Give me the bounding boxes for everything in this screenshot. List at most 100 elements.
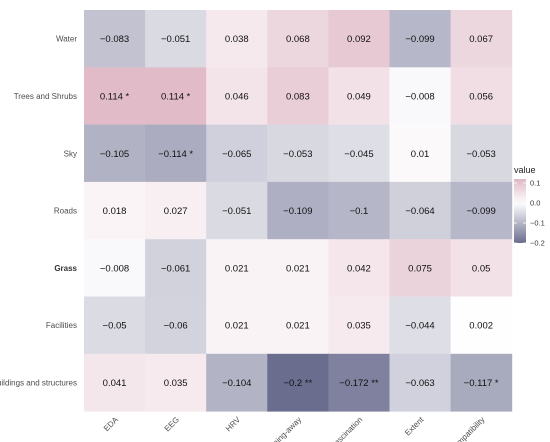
- heatmap-cell: [389, 124, 452, 183]
- cell-value-label: 0.035: [347, 321, 371, 332]
- cell-value-label: 0.056: [469, 91, 493, 102]
- legend-ticks: 0.1 0.0 −0.1 −0.2: [514, 179, 545, 248]
- heatmap-cell: [84, 10, 146, 68]
- cell-value-label: 0.114 *: [161, 91, 191, 102]
- heatmap-cell: [145, 124, 207, 183]
- heatmap-cell: [267, 67, 329, 126]
- heatmap-cell: [145, 239, 207, 297]
- row-label: Facilities: [46, 321, 77, 330]
- heatmap-cell: [328, 181, 390, 240]
- cell-value-label: 0.049: [347, 91, 371, 102]
- cell-value-label: −0.051: [161, 34, 190, 45]
- heatmap-cell: [389, 296, 452, 355]
- cell-value-label: −0.008: [405, 91, 434, 102]
- cell-value-label: 0.021: [225, 321, 249, 332]
- heatmap-cell: [389, 181, 452, 240]
- cell-value-label: 0.092: [347, 34, 371, 45]
- cell-value-label: −0.104: [222, 378, 251, 389]
- heatmap-cell: [389, 67, 452, 126]
- row-label: Grass: [54, 264, 77, 273]
- cell-value-label: −0.044: [405, 321, 434, 332]
- row-label: Trees and Shrubs: [14, 92, 77, 101]
- cell-value-label: −0.099: [466, 206, 495, 217]
- heatmap-cell: [450, 181, 513, 240]
- legend-title: value: [514, 165, 536, 175]
- cell-value-label: −0.1: [350, 206, 369, 217]
- column-label: HRV: [224, 415, 243, 434]
- cell-value-label: −0.109: [283, 206, 312, 217]
- row-label: Buildings and structures: [0, 378, 77, 387]
- heatmap-cell: [328, 67, 390, 126]
- row-label: Water: [56, 35, 77, 44]
- heatmap-cell: [450, 239, 513, 297]
- cell-value-label: −0.065: [222, 149, 251, 160]
- heatmap-cell: [145, 67, 207, 126]
- cell-value-label: 0.021: [286, 321, 310, 332]
- cell-value-label: 0.068: [286, 34, 310, 45]
- cell-value-label: 0.027: [164, 206, 188, 217]
- legend-tick-label: 0.1: [530, 179, 540, 188]
- heatmap-cell: [450, 124, 513, 183]
- cell-value-label: 0.042: [347, 263, 371, 274]
- legend-tick-label: −0.1: [530, 219, 545, 228]
- cell-value-label: −0.2 **: [283, 378, 312, 389]
- heatmap-cell: [145, 296, 207, 355]
- cell-value-label: 0.083: [286, 91, 310, 102]
- heatmap-cell: [328, 124, 390, 183]
- column-label: Fascination: [329, 415, 364, 442]
- cell-value-label: −0.051: [222, 206, 251, 217]
- row-labels: Water Trees and Shrubs Sky Roads Grass Facili…: [0, 35, 78, 388]
- cell-value-label: −0.099: [405, 34, 434, 45]
- cell-value-label: −0.05: [103, 321, 127, 332]
- cell-value-label: −0.114 *: [158, 149, 193, 160]
- cell-value-label: 0.046: [225, 91, 249, 102]
- cell-value-label: 0.075: [408, 263, 432, 274]
- heatmap-cell: [267, 239, 329, 297]
- heatmap-cell: [267, 181, 329, 240]
- cell-value-label: −0.053: [466, 149, 495, 160]
- row-label: Roads: [54, 207, 77, 216]
- heatmap-cell: [328, 353, 390, 412]
- cell-value-label: 0.067: [469, 34, 493, 45]
- cell-value-label: −0.063: [405, 378, 434, 389]
- heatmap-cell: [145, 353, 207, 412]
- cell-value-label: 0.035: [164, 378, 188, 389]
- heatmap-cell: [84, 181, 146, 240]
- cell-value-label: 0.01: [411, 149, 430, 160]
- heatmap-cell: [328, 296, 390, 355]
- cell-value-label: 0.002: [469, 321, 493, 332]
- heatmap-cells: −0.083 −0.051 0.038 0.068 0.092 −0.099 0.067 0.…: [84, 10, 513, 412]
- column-label: Compatibility: [448, 415, 487, 442]
- column-label: EEG: [163, 415, 181, 433]
- cell-value-label: 0.018: [103, 206, 127, 217]
- cell-value-label: 0.038: [225, 34, 249, 45]
- heatmap-cell: [206, 239, 268, 297]
- column-labels: EDA EEG HRV Being-away Fascination Extent Comp…: [102, 415, 487, 442]
- heatmap-cell: [145, 181, 207, 240]
- heatmap-cell: [84, 296, 146, 355]
- cell-value-label: 0.05: [472, 263, 491, 274]
- heatmap-cell: [84, 67, 146, 126]
- heatmap-cell: [389, 10, 452, 68]
- cell-value-label: −0.105: [100, 149, 129, 160]
- heatmap-cell: [84, 124, 146, 183]
- cell-value-label: 0.041: [103, 378, 127, 389]
- legend-colorbar: [514, 179, 526, 243]
- heatmap-cell: [267, 124, 329, 183]
- heatmap-cell: [267, 353, 329, 412]
- heatmap-cell: [206, 353, 268, 412]
- cell-value-label: 0.021: [225, 263, 249, 274]
- heatmap-cell: [267, 296, 329, 355]
- heatmap-cell: [389, 353, 452, 412]
- heatmap-cell: [389, 239, 452, 297]
- cell-value-label: −0.06: [164, 321, 188, 332]
- heatmap-cell: [145, 10, 207, 68]
- heatmap-cell: [206, 296, 268, 355]
- heatmap-cell: [450, 353, 513, 412]
- cell-value-label: −0.083: [100, 34, 129, 45]
- cell-value-label: −0.053: [283, 149, 312, 160]
- heatmap-cell: [328, 10, 390, 68]
- column-label: EDA: [102, 415, 120, 433]
- cell-value-label: −0.045: [344, 149, 373, 160]
- heatmap-cell: [206, 10, 268, 68]
